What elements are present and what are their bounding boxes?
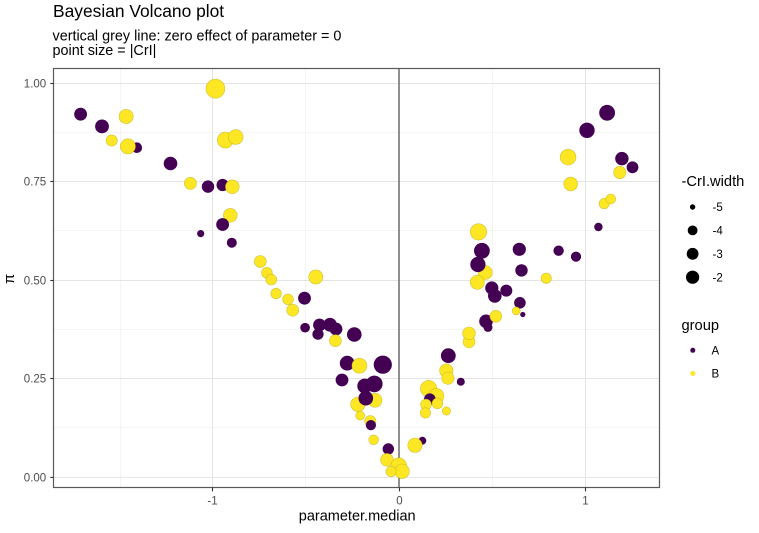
svg-text:0: 0 xyxy=(396,495,402,507)
svg-text:-3: -3 xyxy=(713,249,723,261)
svg-text:-4: -4 xyxy=(713,226,724,238)
svg-text:0.25: 0.25 xyxy=(24,374,46,386)
svg-text:1.00: 1.00 xyxy=(24,79,46,91)
svg-text:π: π xyxy=(2,274,18,284)
svg-text:A: A xyxy=(712,345,720,357)
svg-text:-1: -1 xyxy=(207,495,217,507)
svg-text:group: group xyxy=(682,318,720,334)
svg-text:parameter.median: parameter.median xyxy=(299,508,416,524)
svg-text:0.75: 0.75 xyxy=(24,177,46,189)
svg-text:0.00: 0.00 xyxy=(24,473,46,485)
svg-text:-CrI.width: -CrI.width xyxy=(682,174,745,190)
svg-text:0.50: 0.50 xyxy=(24,276,46,288)
svg-text:1: 1 xyxy=(582,495,588,507)
svg-text:-2: -2 xyxy=(713,272,723,284)
svg-text:B: B xyxy=(712,369,720,381)
svg-text:vertical grey line: zero effec: vertical grey line: zero effect of param… xyxy=(53,28,342,44)
svg-text:point size = |CrI|: point size = |CrI| xyxy=(53,43,157,59)
svg-text:Bayesian Volcano plot: Bayesian Volcano plot xyxy=(53,1,224,21)
svg-text:-5: -5 xyxy=(713,202,723,214)
